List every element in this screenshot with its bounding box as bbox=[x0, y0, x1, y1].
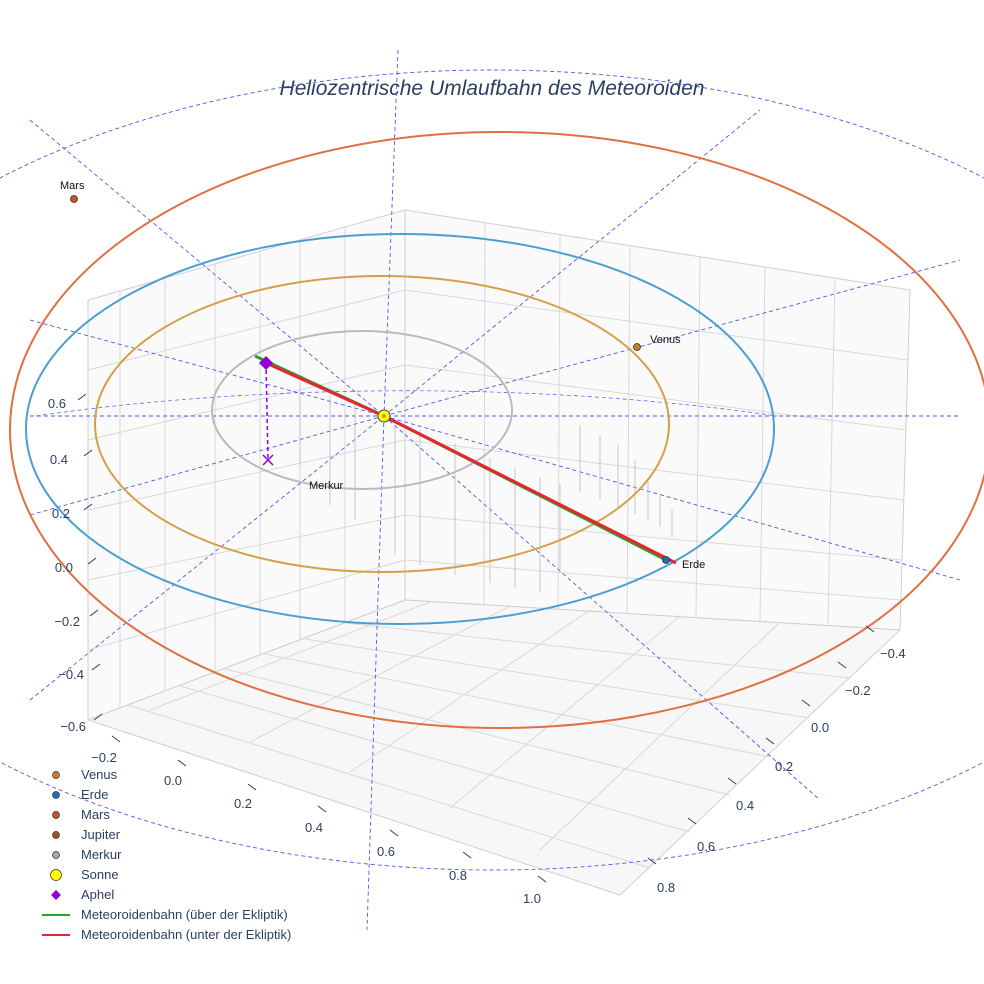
legend-label: Venus bbox=[81, 767, 118, 782]
y-tick-label: 0.2 bbox=[775, 759, 793, 774]
legend-label: Merkur bbox=[81, 847, 122, 862]
erde-marker bbox=[662, 556, 670, 564]
ecliptic-reference-lines bbox=[0, 49, 984, 931]
erde-orbit bbox=[25, 233, 775, 625]
legend-diamond-icon bbox=[51, 890, 61, 900]
x-tick-label: 1.0 bbox=[523, 891, 541, 906]
venus-orbit bbox=[94, 275, 670, 573]
legend-label: Meteoroidenbahn (unter der Ekliptik) bbox=[81, 927, 291, 942]
venus-label: Venus bbox=[650, 334, 681, 346]
merkur-label: Merkur bbox=[309, 480, 344, 492]
z-tick-label: 0.4 bbox=[50, 452, 68, 467]
y-tick-label: −0.4 bbox=[880, 646, 906, 661]
mars-marker bbox=[70, 195, 78, 203]
legend-item[interactable]: Meteoroidenbahn (über der Ekliptik) bbox=[42, 907, 288, 922]
z-tick-label: 0.0 bbox=[55, 560, 73, 575]
x-tick-label: 0.2 bbox=[234, 796, 252, 811]
y-tick-label: −0.2 bbox=[845, 683, 871, 698]
legend-dot-icon bbox=[52, 791, 60, 799]
z-tick-label: −0.2 bbox=[54, 614, 80, 629]
y-tick-label: 0.0 bbox=[811, 720, 829, 735]
legend-item[interactable]: Merkur bbox=[52, 847, 123, 862]
erde-label: Erde bbox=[682, 559, 705, 571]
legend-item[interactable]: Venus bbox=[52, 767, 118, 782]
x-tick-label: 0.0 bbox=[164, 773, 182, 788]
legend-dot-icon bbox=[52, 771, 60, 779]
legend-label: Sonne bbox=[81, 867, 119, 882]
aphel-marker[interactable] bbox=[259, 356, 274, 466]
legend: Venus Erde Mars Jupiter Merkur Sonne Aphel Mete… bbox=[42, 767, 291, 942]
x-axis-ticks: −0.2 0.0 0.2 0.4 0.6 0.8 1.0 bbox=[91, 735, 547, 906]
z-tick-label: 0.2 bbox=[52, 506, 70, 521]
legend-item[interactable]: Erde bbox=[52, 787, 109, 802]
y-tick-label: 0.4 bbox=[736, 798, 754, 813]
mars-orbit bbox=[9, 131, 984, 729]
legend-item[interactable]: Jupiter bbox=[52, 827, 121, 842]
chart-title: Heliozentrische Umlaufbahn des Meteoroid… bbox=[280, 77, 705, 100]
planet-labels: Mars Venus Erde Merkur bbox=[60, 180, 705, 571]
legend-label: Meteoroidenbahn (über der Ekliptik) bbox=[81, 907, 288, 922]
x-tick-label: 0.8 bbox=[449, 868, 467, 883]
mars-label: Mars bbox=[60, 180, 85, 192]
scene-grid bbox=[86, 209, 911, 896]
legend-label: Mars bbox=[81, 807, 110, 822]
legend-dot-icon bbox=[50, 869, 62, 881]
x-tick-label: 0.6 bbox=[377, 844, 395, 859]
x-tick-label: −0.2 bbox=[91, 750, 117, 765]
legend-label: Aphel bbox=[81, 887, 114, 902]
planet-markers[interactable] bbox=[70, 195, 670, 564]
y-axis-ticks: −0.4 −0.2 0.0 0.2 0.4 0.6 0.8 bbox=[647, 625, 906, 895]
z-axis-ticks: 0.6 0.4 0.2 0.0 −0.2 −0.4 −0.6 bbox=[48, 393, 103, 734]
z-tick-label: 0.6 bbox=[48, 396, 66, 411]
legend-item[interactable]: Meteoroidenbahn (unter der Ekliptik) bbox=[42, 927, 291, 942]
legend-dot-icon bbox=[52, 831, 60, 839]
merkur-orbit bbox=[211, 330, 513, 490]
z-tick-label: −0.6 bbox=[60, 719, 86, 734]
y-tick-label: 0.6 bbox=[697, 839, 715, 854]
legend-label: Jupiter bbox=[81, 827, 121, 842]
legend-item[interactable]: Aphel bbox=[51, 887, 114, 902]
legend-item[interactable]: Mars bbox=[52, 807, 111, 822]
legend-dot-icon bbox=[52, 811, 60, 819]
z-tick-label: −0.4 bbox=[58, 667, 84, 682]
legend-label: Erde bbox=[81, 787, 108, 802]
venus-marker bbox=[633, 343, 641, 351]
sun-marker[interactable] bbox=[377, 409, 391, 423]
x-tick-label: 0.4 bbox=[305, 820, 323, 835]
planet-orbits bbox=[9, 131, 984, 729]
y-tick-label: 0.8 bbox=[657, 880, 675, 895]
legend-item[interactable]: Sonne bbox=[50, 867, 119, 882]
legend-dot-icon bbox=[52, 851, 60, 859]
